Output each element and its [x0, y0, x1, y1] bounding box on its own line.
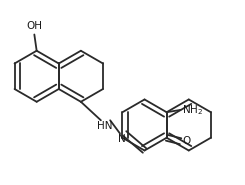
Text: HN: HN	[97, 121, 113, 131]
Text: O: O	[183, 136, 191, 146]
Text: N: N	[118, 134, 126, 144]
Text: NH$_2$: NH$_2$	[182, 103, 203, 117]
Text: OH: OH	[26, 21, 42, 31]
